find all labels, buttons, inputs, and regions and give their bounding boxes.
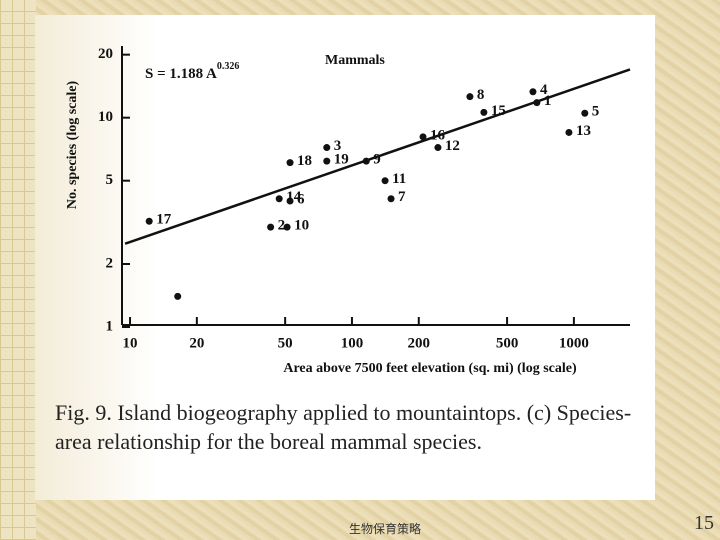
point-label: 11 <box>392 171 406 187</box>
page-number: 15 <box>694 512 714 534</box>
x-tick-label: 10 <box>123 335 138 351</box>
data-point <box>283 223 291 231</box>
y-tick-label: 2 <box>106 255 114 271</box>
y-axis-title: No. species (log scale) <box>65 81 80 210</box>
data-point <box>286 197 294 205</box>
footer: 生物保育策略 <box>348 522 421 536</box>
x-tick-label: 500 <box>496 335 519 351</box>
data-point <box>323 157 331 165</box>
fit-line <box>124 68 631 245</box>
data-point <box>145 217 153 225</box>
equation: S = 1.188 A0.326 <box>145 61 239 82</box>
data-point <box>480 108 488 116</box>
point-label: 5 <box>592 104 600 120</box>
x-tick-label: 50 <box>278 335 293 351</box>
y-tick-label: 5 <box>106 172 114 188</box>
data-point <box>267 223 275 231</box>
chart-title: Mammals <box>325 53 385 68</box>
y-tick-label: 10 <box>98 109 113 125</box>
point-label: 8 <box>477 87 485 103</box>
point-label: 3 <box>334 138 342 154</box>
data-point <box>529 88 537 96</box>
point-label: 13 <box>576 123 591 139</box>
point-label: 19 <box>334 152 349 168</box>
point-label: 4 <box>540 82 548 98</box>
y-tick-label: 20 <box>98 46 113 62</box>
data-point <box>381 177 389 185</box>
point-label: 1 <box>544 93 552 109</box>
data-point <box>581 109 589 117</box>
data-point <box>434 144 442 152</box>
data-point <box>323 144 331 152</box>
point-label: 6 <box>297 191 305 207</box>
x-tick-label: 200 <box>408 335 431 351</box>
x-tick-label: 20 <box>189 335 204 351</box>
point-label: 17 <box>156 212 172 228</box>
point-label: 10 <box>294 218 309 234</box>
data-point <box>419 133 427 141</box>
point-label: 12 <box>445 138 460 154</box>
data-point <box>387 195 395 203</box>
y-tick-label: 1 <box>106 318 114 334</box>
caption: Fig. 9. Island biogeography applied to m… <box>55 400 632 454</box>
data-point <box>174 292 182 300</box>
point-label: 18 <box>297 153 312 169</box>
point-label: 2 <box>278 218 286 234</box>
data-point <box>565 128 573 136</box>
data-point <box>466 93 474 101</box>
point-label: 9 <box>373 152 381 168</box>
data-point <box>275 195 283 203</box>
decor-strip <box>0 0 36 540</box>
point-label: 7 <box>398 189 406 205</box>
x-tick-label: 1000 <box>559 335 589 351</box>
data-point <box>286 159 294 167</box>
x-axis-title: Area above 7500 feet elevation (sq. mi) … <box>283 361 577 376</box>
x-tick-label: 100 <box>341 335 364 351</box>
